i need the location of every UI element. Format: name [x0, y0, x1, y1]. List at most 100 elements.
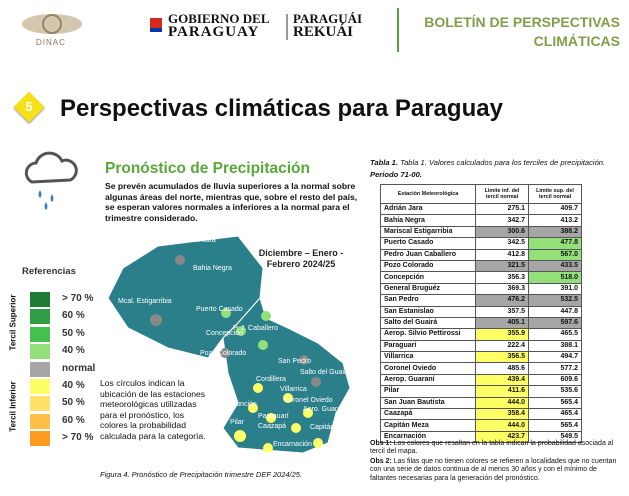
table-cell: 444.0	[475, 419, 529, 432]
map-label: Concepción	[206, 330, 243, 337]
map-period: Diciembre – Enero - Febrero 2024/25	[258, 248, 344, 269]
table-cell: 476.2	[475, 294, 529, 307]
map: Adrián Jara Bahia Negra Mcal. Estigarribia…	[107, 235, 353, 459]
note-text: Las filas que no tienen colores se refie…	[370, 457, 617, 482]
table-cell: Concepción	[380, 271, 476, 284]
table-cell: Pilar	[380, 385, 476, 398]
table-cell: 405.1	[475, 316, 529, 330]
table-cell: Paraguarí	[380, 339, 476, 353]
map-label: Adrián Jara	[180, 237, 216, 244]
table-header-row: Estación Meteorológica Limite inf. del te…	[380, 184, 582, 204]
table-cell: 413.2	[528, 214, 582, 227]
dinac-logo: DINAC	[36, 38, 66, 47]
table-cell: 321.5	[475, 259, 529, 273]
table-cell: 391.0	[528, 282, 582, 296]
table-row: Pedro Juan Caballero 412.8 567.0	[380, 248, 582, 261]
table-cell: Pedro Juan Caballero	[380, 248, 476, 261]
table-cell: Mariscal Estigarribia	[380, 225, 476, 239]
figure-caption: Figura 4. Pronóstico de Precipitación tr…	[100, 470, 303, 479]
table-cell: 577.2	[528, 362, 582, 375]
table-row: Encarnación 423.7 549.5	[380, 430, 582, 444]
gov-right2: REKUÁI	[293, 24, 354, 40]
table-cell: 535.6	[528, 385, 582, 398]
map-label: Asunción	[228, 401, 257, 408]
table-cell: 597.6	[528, 316, 582, 330]
section-number: 5	[25, 99, 33, 114]
legend-swatch	[30, 413, 50, 429]
legend-label: > 70 %	[62, 432, 94, 444]
table-row: Caazapá 358.4 465.4	[380, 408, 582, 421]
legend-label: > 70 %	[62, 293, 94, 304]
table-cell: San Estanislao	[380, 305, 476, 318]
table-cell: 609.6	[528, 373, 582, 387]
table-cell: 342.5	[475, 237, 529, 250]
table-row: Adrián Jara 275.1 409.7	[380, 202, 582, 216]
legend-swatch	[30, 396, 50, 412]
table-row: Mariscal Estigarribia 300.6 388.2	[380, 225, 582, 239]
table-cell: 565.4	[528, 419, 582, 432]
table-period: Periodo 71-00.	[370, 170, 422, 179]
table-row: Bahía Negra 342.7 413.2	[380, 214, 582, 227]
table-title: Tabla 1. Tabla 1. Valores calculados par…	[370, 158, 606, 167]
table-note: Obs 1: Los colores que resaltan en la ta…	[370, 440, 620, 457]
table-cell: Adrián Jara	[380, 202, 476, 216]
map-label: Capitán Meza	[310, 424, 353, 431]
table-cell: 447.8	[528, 305, 582, 318]
table-row: Salto del Guairá 405.1 597.6	[380, 316, 582, 330]
bulletin-title: BOLETÍN DE PERSPECTIVAS CLIMÁTICAS	[424, 14, 620, 49]
legend-label: 60 %	[62, 310, 85, 322]
table-cell: 485.6	[475, 362, 529, 375]
table-cell: 465.5	[528, 328, 582, 341]
rain-icon	[24, 151, 78, 210]
header-graphics	[22, 8, 399, 52]
table-note: Obs 2: Las filas que no tienen colores s…	[370, 458, 620, 483]
gov-line1: GOBIERNO DEL	[168, 11, 270, 26]
table-cell: Pozo Colorado	[380, 259, 476, 273]
table-header: Limite inf. del tercil normal	[475, 184, 529, 204]
map-label: Caazapá	[258, 423, 286, 430]
legend-swatch	[30, 344, 50, 360]
table-row: General Bruguéz 369.3 391.0	[380, 282, 582, 296]
table-notes: Obs 1: Los colores que resaltan en la ta…	[370, 440, 620, 484]
map-label: Villarrica	[280, 386, 307, 393]
table-cell: 465.4	[528, 408, 582, 421]
table-cell: 342.7	[475, 214, 529, 227]
map-label: Pilar	[230, 419, 245, 426]
table: Estación Meteorológica Limite inf. del te…	[380, 184, 582, 444]
table-cell: 355.9	[475, 328, 529, 341]
table-cell: Bahía Negra	[380, 214, 476, 227]
table-cell: 518.0	[528, 271, 582, 284]
station-markers	[150, 255, 323, 453]
legend-label: 40 %	[62, 345, 85, 357]
table-row: Paraguarí 222.4 388.1	[380, 339, 582, 353]
gov-right1: PARAGUÁI	[293, 11, 363, 26]
table-cell: 412.8	[475, 248, 529, 261]
table-cell: Capitán Meza	[380, 419, 476, 432]
map-note: Los círculos indican la ubicación de las…	[100, 378, 206, 441]
table-cell: 275.1	[475, 202, 529, 216]
table-cell: San Pedro	[380, 294, 476, 307]
table-cell: 423.7	[475, 430, 529, 444]
table-row: San Pedro 476.2 532.5	[380, 294, 582, 307]
table-cell: 388.1	[528, 339, 582, 353]
table-cell: Aerop. Silvio Pettirossi	[380, 328, 476, 341]
table-cell: Coronel Oviedo	[380, 362, 476, 375]
table-row: Villarrica 356.5 494.7	[380, 351, 582, 364]
table-cell: Puerto Casado	[380, 237, 476, 250]
table-row: San Juan Bautista 444.0 565.4	[380, 396, 582, 410]
map-label: Mcal. Estigarribia	[118, 298, 172, 305]
table-cell: Villarrica	[380, 351, 476, 364]
table-cell: 358.4	[475, 408, 529, 421]
legend-label: normal	[62, 362, 96, 374]
table-cell: San Juan Bautista	[380, 396, 476, 410]
map-label: S.J.Bautista	[253, 452, 290, 459]
note-text: Los colores que resaltan en la tabla ind…	[370, 440, 614, 456]
table-cell: 357.5	[475, 305, 529, 318]
table-cell: 300.6	[475, 225, 529, 239]
table-cell: 477.8	[528, 237, 582, 250]
gov-line2: PARAGUAY	[168, 24, 260, 40]
table-row: Capitán Meza 444.0 565.4	[380, 419, 582, 432]
table-cell: 567.0	[528, 248, 582, 261]
legend-swatch	[30, 379, 50, 394]
